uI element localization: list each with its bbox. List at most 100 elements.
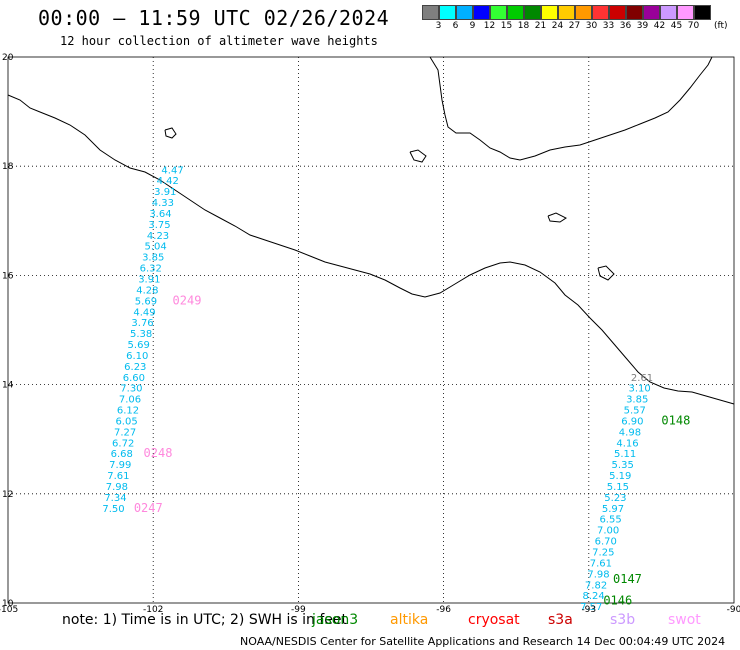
wave-height-value: 5.11	[614, 449, 636, 460]
wave-height-value: 7.98	[587, 569, 609, 580]
wave-height-value: 6.68	[111, 449, 133, 460]
wave-height-value: 6.60	[123, 373, 145, 384]
wave-height-value: 3.64	[149, 209, 171, 220]
legend-label: 24	[551, 21, 564, 31]
wave-height-value: 3.75	[148, 220, 170, 231]
wave-height-value: 7.30	[120, 384, 142, 395]
satellite-name: cryosat	[468, 612, 520, 628]
wave-height-value: 5.97	[602, 504, 624, 515]
pass-time-tag: 0249	[173, 293, 202, 307]
wave-height-value: 4.49	[133, 307, 155, 318]
legend-label: 30	[585, 21, 598, 31]
wave-height-value: 4.33	[152, 198, 174, 209]
legend-label: 6	[452, 21, 459, 31]
map-subtitle: 12 hour collection of altimeter wave hei…	[60, 34, 378, 48]
legend-swatch	[643, 5, 660, 20]
legend-label: 70	[687, 21, 700, 31]
legend-swatch	[456, 5, 473, 20]
wave-height-value: 6.72	[112, 438, 134, 449]
island-outline	[547, 212, 567, 223]
wave-height-value: 7.25	[592, 547, 614, 558]
altimeter-tracks: 4.474.423.914.333.643.754.235.043.856.32…	[102, 165, 653, 613]
wave-height-value: 3.91	[154, 187, 176, 198]
wave-height-value: 7.57	[580, 602, 602, 613]
wave-height-value: 4.28	[136, 285, 158, 296]
wave-height-value: 7.61	[590, 558, 612, 569]
wave-height-value: 7.61	[107, 471, 129, 482]
footnote: note: 1) Time is in UTC; 2) SWH is in fe…	[62, 612, 348, 628]
color-legend	[422, 5, 711, 20]
wave-height-value: 6.05	[115, 416, 137, 427]
legend-label: 36	[619, 21, 632, 31]
wave-height-value: 5.38	[130, 329, 152, 340]
legend-swatch	[439, 5, 456, 20]
lake-outline	[409, 149, 427, 163]
legend-label: 27	[568, 21, 581, 31]
longitude-label: -105	[0, 605, 18, 615]
lake-outline-3	[597, 265, 615, 281]
pass-time-tag: 0247	[134, 501, 163, 515]
wave-height-value: 3.10	[628, 384, 650, 395]
legend-swatch	[558, 5, 575, 20]
legend-label: 9	[469, 21, 476, 31]
longitude-label: -99	[291, 605, 306, 615]
color-legend-labels: 3 6 9 12 15 18 21 24 27 30 33 36 39 42 45 70	[430, 21, 702, 31]
wave-height-value: 6.32	[140, 264, 162, 275]
latitude-label: 12	[2, 490, 13, 500]
satellite-name: altika	[390, 612, 429, 628]
legend-label: 45	[670, 21, 683, 31]
wave-height-value: 7.27	[114, 427, 136, 438]
wave-height-value: 4.16	[616, 438, 638, 449]
lake-outline-2	[164, 127, 177, 139]
pass-time-tag: 0148	[661, 413, 690, 427]
legend-label: 21	[534, 21, 547, 31]
legend-swatch	[507, 5, 524, 20]
map-title: 00:00 – 11:59 UTC 02/26/2024	[38, 6, 390, 30]
wave-height-value: 4.98	[619, 427, 641, 438]
legend-swatch	[473, 5, 490, 20]
wave-height-value: 5.04	[144, 242, 166, 253]
legend-label: 33	[602, 21, 615, 31]
wave-height-value: 5.15	[607, 482, 629, 493]
longitude-label: -96	[436, 605, 451, 615]
wave-height-value: 6.90	[621, 416, 643, 427]
wave-height-value: 7.98	[106, 482, 128, 493]
axis-labels: -105 -102 -99 -96 -93 -90 20 18 16 14 12 10	[0, 53, 740, 615]
legend-swatch	[660, 5, 677, 20]
wave-height-value: 7.06	[119, 395, 141, 406]
wave-height-value: 7.82	[585, 580, 607, 591]
latitude-label: 10	[2, 599, 14, 609]
legend-swatch	[490, 5, 507, 20]
satellite-name: s3b	[610, 612, 636, 628]
wave-height-value: 6.55	[599, 515, 621, 526]
legend-swatch	[422, 5, 439, 20]
time-tags: 0249 0248 0247 0148 0147 0146	[134, 293, 690, 607]
wave-height-value: 4.23	[147, 231, 169, 242]
legend-swatch	[677, 5, 694, 20]
wave-height-value: 5.35	[612, 460, 634, 471]
longitude-label: -90	[727, 605, 740, 615]
legend-swatch	[541, 5, 558, 20]
map-frame	[7, 56, 735, 604]
legend-swatch	[592, 5, 609, 20]
wave-height-value: 4.47	[161, 165, 183, 176]
pacific-coastline	[7, 94, 735, 405]
legend-unit: (ft)	[714, 21, 728, 31]
wave-height-value: 2.61	[631, 373, 653, 384]
wave-height-value: 5.19	[609, 471, 631, 482]
wave-height-value: 6.23	[124, 362, 146, 373]
legend-label: 18	[517, 21, 530, 31]
legend-label: 3	[435, 21, 442, 31]
credit-line: NOAA/NESDIS Center for Satellite Applica…	[240, 635, 726, 648]
legend-label: 12	[483, 21, 496, 31]
wave-height-value: 4.42	[157, 176, 179, 187]
legend-label: 15	[500, 21, 513, 31]
wave-height-value: 7.34	[104, 493, 126, 504]
wave-height-value: 5.23	[604, 493, 626, 504]
wave-height-value: 6.70	[595, 537, 617, 548]
legend-swatch	[626, 5, 643, 20]
legend-swatch	[575, 5, 592, 20]
legend-swatch	[609, 5, 626, 20]
graticule	[8, 57, 734, 603]
